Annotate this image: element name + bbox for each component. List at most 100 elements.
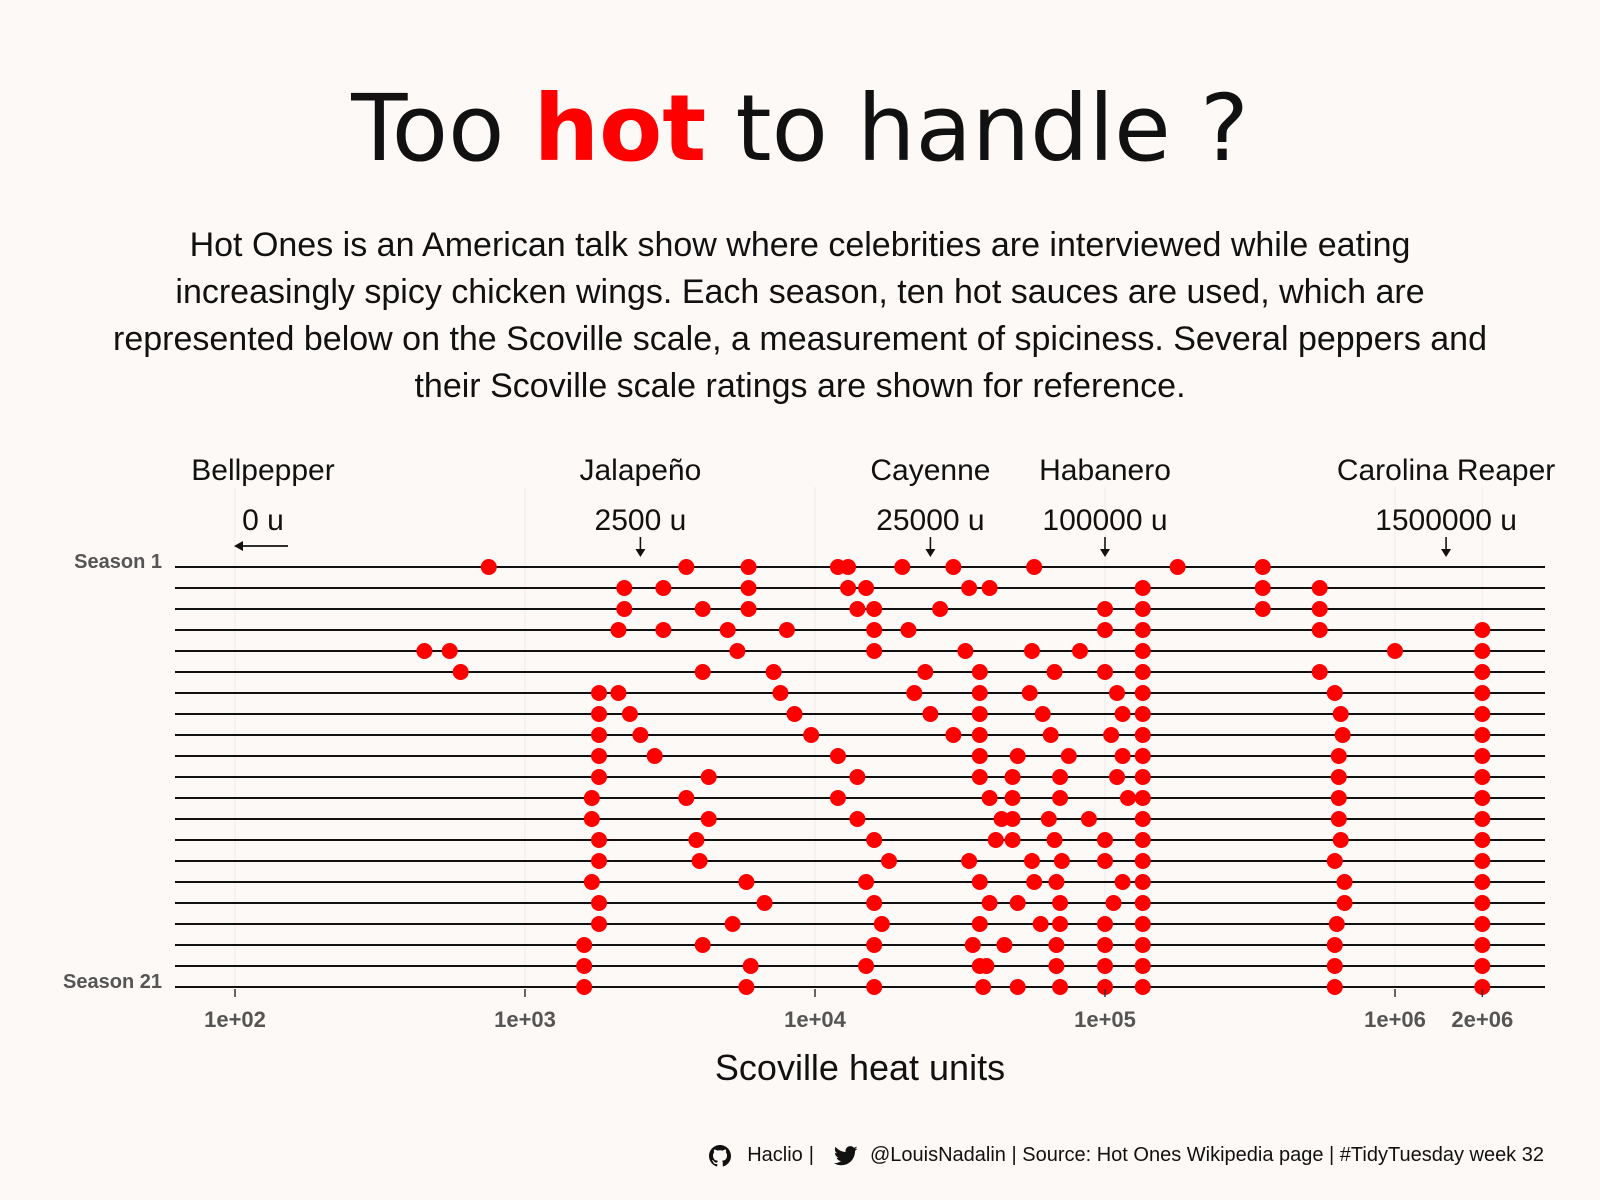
sauce-point-s6-7 [1097,664,1113,680]
sauce-point-s17-3 [866,895,883,911]
sauce-point-s11-10 [1474,769,1491,785]
sauce-point-s8-6 [1034,706,1051,722]
scoville-chart: Bellpepper 0 u Jalapeño 2500 u Cayenne 25000 … [63,454,1555,1088]
x-tick-label-1: 1e+03 [494,1007,556,1032]
sauce-point-s5-9 [1387,643,1403,659]
sauce-point-s18-10 [1474,916,1491,932]
sauce-point-s13-9 [1330,811,1347,827]
sauce-point-s17-4 [981,895,998,911]
sauce-point-s21-1 [576,979,593,995]
sauce-point-s10-6 [1060,748,1077,764]
sauce-point-s11-2 [700,769,717,785]
sauce-point-s6-10 [1474,664,1491,680]
sauce-point-s17-7 [1105,895,1122,911]
sauce-point-s8-3 [786,706,803,722]
sauce-point-s4-8 [1134,622,1151,638]
sauce-point-s12-4 [981,790,998,806]
sauce-point-s3-4 [849,601,866,617]
sauce-point-s7-3 [772,685,789,701]
twitter-icon [833,1145,858,1165]
sauce-point-s16-7 [1114,874,1131,890]
sauce-point-s21-6 [1052,979,1069,995]
sauce-point-s12-3 [829,790,846,806]
sauce-point-s9-10 [1474,727,1491,743]
sauce-point-s1-8 [1026,559,1043,575]
pepper-name-3: Habanero [1039,454,1171,487]
sauce-point-s19-2 [694,937,711,953]
sauce-point-s16-5 [1026,874,1043,890]
sauce-point-s5-8 [1134,643,1151,659]
pepper-arrowhead-1 [635,549,646,557]
sauce-point-s19-8 [1134,937,1151,953]
sauce-point-s9-9 [1334,727,1351,743]
sauce-point-s17-8 [1134,895,1151,911]
sauce-point-s4-10 [1474,622,1491,638]
sauce-point-s4-7 [1097,622,1113,638]
x-tick-label-3: 1e+05 [1074,1007,1136,1032]
sauce-point-s13-3 [849,811,866,827]
sauce-point-s15-6 [1053,853,1070,869]
sauce-point-s13-4 [993,811,1010,827]
chart-subtitle: Hot Ones is an American talk show where … [113,226,1487,405]
sauce-point-s2-9 [1254,580,1271,596]
sauce-point-s20-3 [858,958,875,974]
sauce-point-s8-2 [621,706,638,722]
sauce-point-s17-9 [1336,895,1353,911]
sauce-point-s7-1 [591,685,608,701]
sauce-point-s13-1 [583,811,600,827]
sauce-point-s19-7 [1097,937,1113,953]
sauce-point-s13-2 [700,811,717,827]
sauce-point-s3-3 [740,601,757,617]
sauce-point-s21-3 [866,979,883,995]
sauce-point-s1-10 [1254,559,1271,575]
title-part2: to handle ? [706,75,1249,182]
sauce-point-s10-1 [591,748,608,764]
sauce-point-s5-1 [416,643,433,659]
sauce-point-s13-10 [1474,811,1491,827]
sauce-point-s7-6 [1021,685,1038,701]
sauce-point-s5-4 [866,643,883,659]
sauce-point-s7-2 [610,685,627,701]
sauce-point-s9-4 [945,727,962,743]
sauce-point-s16-1 [583,874,600,890]
sauce-point-s8-1 [591,706,608,722]
x-tick-label-2: 1e+04 [784,1007,847,1032]
sauce-point-s17-2 [756,895,773,911]
pepper-value-3: 100000 u [1042,504,1167,537]
sauce-point-s15-5 [1023,853,1040,869]
pepper-name-4: Carolina Reaper [1337,454,1555,487]
sauce-point-s1-2 [678,559,695,575]
sauce-point-s4-2 [655,622,672,638]
sauce-point-s18-2 [724,916,741,932]
sauce-point-s8-4 [922,706,939,722]
sauce-point-s3-5 [866,601,883,617]
sauce-point-s10-5 [1009,748,1026,764]
sauce-point-s13-7 [1080,811,1097,827]
sauce-point-s15-9 [1326,853,1343,869]
sauce-point-s21-5 [1009,979,1026,995]
sauce-point-s15-10 [1474,853,1491,869]
sauce-point-s1-9 [1169,559,1186,575]
sauce-point-s20-1 [576,958,593,974]
sauce-point-s7-10 [1474,685,1491,701]
sauce-point-s1-1 [480,559,497,575]
x-tick-label-4: 1e+06 [1364,1007,1426,1032]
pepper-arrowhead-0 [234,541,243,551]
sauce-point-s1-3 [740,559,757,575]
y-label-last: Season 21 [63,971,162,993]
sauce-point-s5-10 [1474,643,1491,659]
sauce-point-s16-9 [1336,874,1353,890]
sauce-point-s17-5 [1009,895,1026,911]
sauce-point-s13-6 [1040,811,1057,827]
sauce-point-s19-9 [1326,937,1343,953]
sauce-point-s10-3 [829,748,846,764]
github-handle: Haclio [747,1144,803,1166]
sauce-point-s6-9 [1311,664,1328,680]
gridlines [234,487,1483,987]
sauce-point-s3-1 [616,601,633,617]
sauce-point-s5-5 [957,643,974,659]
sauce-point-s6-5 [971,664,988,680]
sauce-point-s7-4 [906,685,923,701]
pepper-value-1: 2500 u [595,504,687,537]
sauce-point-s16-6 [1048,874,1065,890]
